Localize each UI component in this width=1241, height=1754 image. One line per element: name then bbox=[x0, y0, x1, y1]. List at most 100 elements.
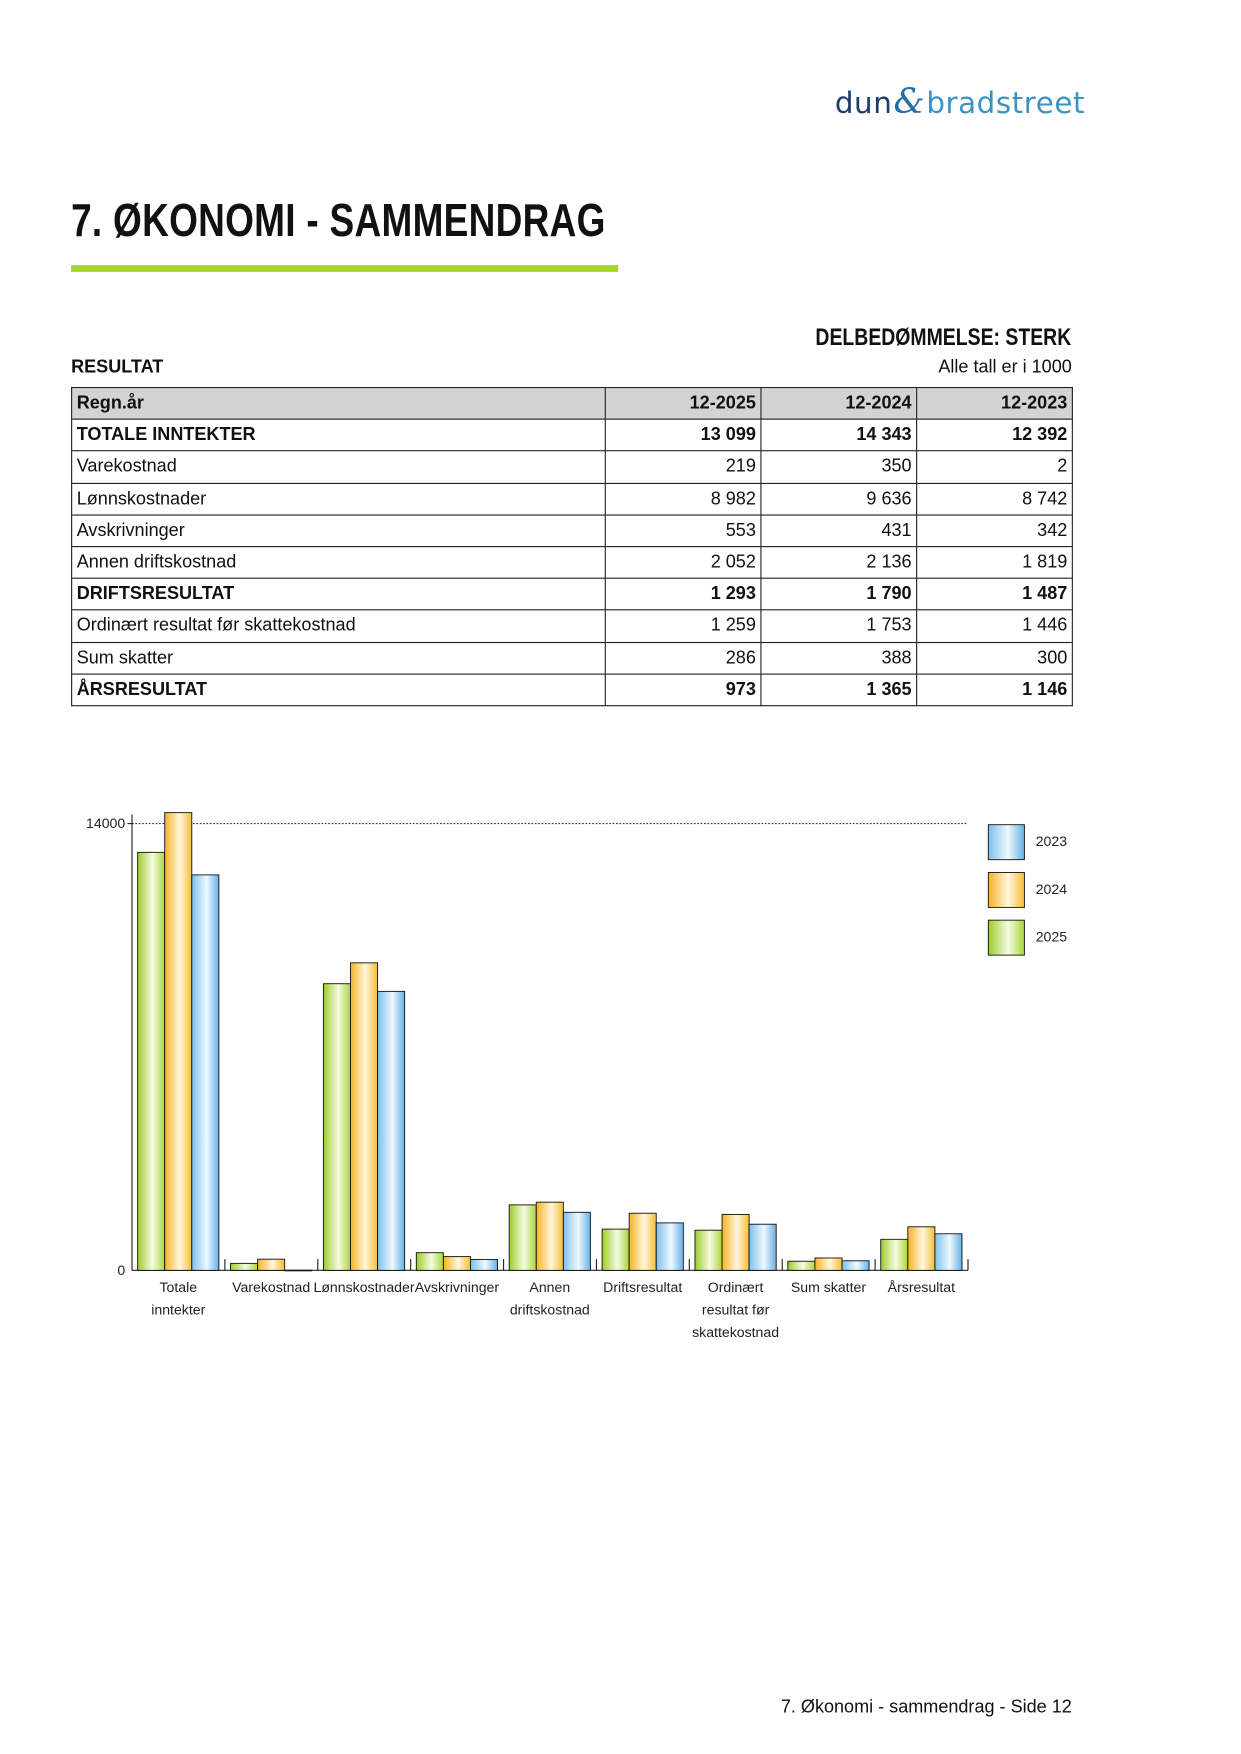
cell-value: 1 819 bbox=[916, 545, 1073, 579]
table-row: Varekostnad 219 350 2 bbox=[71, 450, 1073, 484]
result-table: Regn.år 12-2025 12-2024 12-2023 TOTALE INNTE… bbox=[71, 386, 1073, 707]
title-underline bbox=[71, 265, 619, 272]
bar-2024 bbox=[721, 1213, 750, 1271]
table-row: Annen driftskostnad 2 052 2 136 1 819 bbox=[71, 545, 1073, 579]
x-category-label: Avskrivninger bbox=[415, 1279, 500, 1295]
x-category-label: Årsresultat bbox=[888, 1279, 955, 1295]
bar-2024 bbox=[257, 1258, 286, 1271]
bar-2025 bbox=[601, 1228, 630, 1271]
y-tick-label: 0 bbox=[117, 1262, 125, 1278]
bar-2025 bbox=[230, 1262, 259, 1271]
bar-2024 bbox=[535, 1201, 564, 1271]
cell-value: 2 136 bbox=[760, 545, 918, 579]
cell-value: 1 259 bbox=[604, 609, 762, 643]
cell-value: 350 bbox=[760, 450, 918, 484]
cell-value: 553 bbox=[604, 514, 762, 548]
bar-2024 bbox=[628, 1212, 657, 1271]
cell-value: 973 bbox=[604, 673, 762, 707]
section-heading: RESULTAT bbox=[71, 357, 164, 377]
x-category-label: Driftsresultat bbox=[603, 1279, 682, 1295]
logo-text-dun: dun bbox=[834, 86, 893, 121]
row-label: Lønnskostnader bbox=[71, 482, 606, 516]
bar-2024 bbox=[164, 812, 193, 1271]
bar-2025 bbox=[787, 1260, 816, 1271]
table-row: TOTALE INNTEKTER 13 099 14 343 12 392 bbox=[71, 418, 1073, 452]
x-category-label: Varekostnad bbox=[232, 1279, 310, 1295]
row-label: TOTALE INNTEKTER bbox=[71, 418, 606, 452]
y-tick-label: 14000 bbox=[86, 815, 125, 831]
row-label: Sum skatter bbox=[71, 641, 606, 675]
x-category-label: Lønnskostnader bbox=[313, 1279, 414, 1295]
cell-value: 1 365 bbox=[760, 673, 918, 707]
cell-value: 8 742 bbox=[916, 482, 1073, 516]
bar-2023 bbox=[934, 1233, 963, 1271]
bar-2023 bbox=[377, 990, 406, 1271]
table-header-row: Regn.år 12-2025 12-2024 12-2023 bbox=[71, 386, 1073, 420]
cell-value: 431 bbox=[760, 514, 918, 548]
row-label: Ordinært resultat før skattekostnad bbox=[71, 609, 606, 643]
legend-label: 2025 bbox=[1036, 929, 1068, 945]
row-label: Avskrivninger bbox=[71, 514, 606, 548]
bar-2023 bbox=[841, 1260, 870, 1271]
unit-note: Alle tall er i 1000 bbox=[938, 357, 1072, 377]
table-row: Sum skatter 286 388 300 bbox=[71, 641, 1073, 675]
table-row: Avskrivninger 553 431 342 bbox=[71, 514, 1073, 548]
x-category-label: inntekter bbox=[151, 1301, 205, 1317]
bar-2025 bbox=[137, 851, 166, 1271]
cell-value: 1 446 bbox=[916, 609, 1073, 643]
bar-2024 bbox=[907, 1226, 936, 1271]
legend-swatch-2025 bbox=[987, 919, 1025, 956]
cell-value: 14 343 bbox=[760, 418, 918, 452]
column-header: Regn.år bbox=[71, 386, 606, 420]
x-category-label: Annen bbox=[529, 1279, 570, 1295]
bar-2025 bbox=[322, 983, 351, 1271]
logo-text-bradstreet: bradstreet bbox=[926, 86, 1086, 121]
bar-2024 bbox=[442, 1256, 471, 1271]
table-row: ÅRSRESULTAT 973 1 365 1 146 bbox=[71, 673, 1073, 707]
cell-value: 9 636 bbox=[760, 482, 918, 516]
bar-2024 bbox=[350, 962, 379, 1271]
page-footer: 7. Økonomi - sammendrag - Side 12 bbox=[780, 1697, 1072, 1718]
bar-2023 bbox=[284, 1269, 313, 1272]
legend-swatch-2023 bbox=[987, 824, 1025, 861]
table-row: Lønnskostnader 8 982 9 636 8 742 bbox=[71, 482, 1073, 516]
bar-2023 bbox=[470, 1258, 498, 1271]
bar-2025 bbox=[508, 1204, 537, 1271]
legend-label: 2023 bbox=[1036, 833, 1068, 849]
x-category-label: Ordinært bbox=[708, 1279, 764, 1295]
cell-value: 8 982 bbox=[604, 482, 762, 516]
cell-value: 12 392 bbox=[916, 418, 1073, 452]
row-label: Varekostnad bbox=[71, 450, 606, 484]
cell-value: 1 487 bbox=[916, 577, 1073, 611]
cell-value: 1 790 bbox=[760, 577, 918, 611]
cell-value: 286 bbox=[604, 641, 762, 675]
x-category-label: resultat før bbox=[702, 1301, 770, 1317]
page-title: 7. ØKONOMI - SAMMENDRAG bbox=[71, 194, 606, 246]
cell-value: 1 293 bbox=[604, 577, 762, 611]
cell-value: 300 bbox=[916, 641, 1073, 675]
bar-2023 bbox=[562, 1211, 591, 1271]
bar-2025 bbox=[880, 1238, 909, 1271]
table-row: DRIFTSRESULTAT 1 293 1 790 1 487 bbox=[71, 577, 1073, 611]
row-label: Annen driftskostnad bbox=[71, 545, 606, 579]
bar-2023 bbox=[191, 874, 220, 1271]
cell-value: 342 bbox=[916, 514, 1073, 548]
rating-heading: DELBEDØMMELSE: STERK bbox=[815, 324, 1072, 351]
row-label: DRIFTSRESULTAT bbox=[71, 577, 606, 611]
column-header: 12-2025 bbox=[604, 386, 762, 420]
cell-value: 1 753 bbox=[760, 609, 918, 643]
table-row: Ordinært resultat før skattekostnad 1 259… bbox=[71, 609, 1073, 643]
cell-value: 13 099 bbox=[604, 418, 762, 452]
bar-2024 bbox=[814, 1257, 843, 1271]
cell-value: 219 bbox=[604, 450, 762, 484]
x-category-label: skattekostnad bbox=[692, 1324, 779, 1340]
cell-value: 2 052 bbox=[604, 545, 762, 579]
bar-2025 bbox=[694, 1229, 723, 1271]
x-category-label: driftskostnad bbox=[510, 1301, 590, 1317]
logo-ampersand: & bbox=[893, 81, 926, 122]
dun-bradstreet-logo: dun&bradstreet bbox=[835, 81, 1085, 122]
cell-value: 388 bbox=[760, 641, 918, 675]
x-category-label: Sum skatter bbox=[791, 1279, 866, 1295]
bar-2023 bbox=[748, 1223, 777, 1271]
